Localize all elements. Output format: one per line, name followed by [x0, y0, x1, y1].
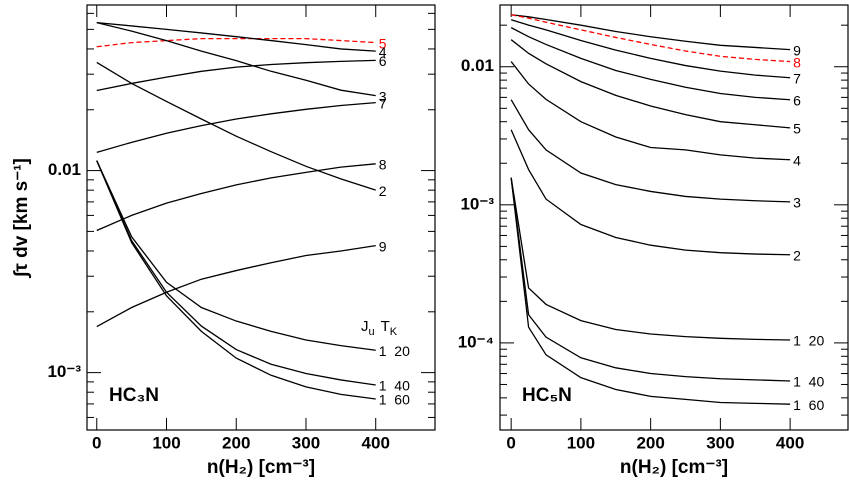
series-label: 1 60: [793, 397, 824, 413]
y-tick-label: 10⁻⁴: [458, 332, 494, 351]
series-line: [510, 177, 791, 382]
series-label: 4: [793, 152, 801, 168]
series-label: 1 40: [793, 374, 824, 390]
series-label: 8: [793, 54, 801, 70]
series-label: 2: [793, 247, 801, 263]
series-label: 9: [379, 238, 387, 254]
series-label: 1 20: [379, 343, 410, 359]
series-line: [510, 99, 791, 203]
legend-header: Ju TK: [361, 318, 398, 338]
series-label: 6: [793, 92, 801, 108]
series-line: [510, 177, 791, 341]
series-label: 5: [379, 35, 387, 51]
series-line: [96, 160, 376, 386]
plot-frame: [86, 4, 436, 431]
series-line: [96, 160, 376, 351]
series-label: 1 60: [379, 392, 410, 408]
series-line: [96, 61, 376, 191]
series-label: 5: [793, 121, 801, 137]
x-tick-label: 0: [92, 433, 101, 452]
series-line: [96, 21, 376, 97]
y-tick-label: 0.01: [48, 160, 81, 179]
series-line: [510, 19, 791, 79]
series-line: [96, 245, 376, 328]
series-label: 3: [793, 195, 801, 211]
x-tick-label: 300: [292, 433, 320, 452]
x-tick-label: 400: [776, 433, 804, 452]
legend-header-k: K: [390, 326, 398, 338]
series-label: 1 20: [793, 333, 824, 349]
x-axis-label: n(H₂) [cm⁻³]: [207, 457, 315, 478]
series-line: [96, 163, 376, 232]
series-line: [511, 14, 791, 51]
series-label: 2: [379, 183, 387, 199]
y-tick-label: 0.01: [461, 56, 494, 75]
series-line: [510, 27, 791, 101]
series-label: 8: [379, 157, 387, 173]
x-tick-label: 200: [636, 433, 664, 452]
x-tick-label: 100: [567, 433, 595, 452]
series-label: 4: [379, 44, 387, 60]
y-tick-label: 10⁻³: [47, 362, 81, 381]
series-label: 3: [379, 88, 387, 104]
legend-header-t: T: [381, 318, 390, 335]
series-label: 6: [379, 53, 387, 69]
series-label: 9: [793, 42, 801, 58]
series-line: [96, 37, 376, 48]
series-label: 7: [379, 95, 387, 111]
series-line: [510, 129, 791, 256]
x-tick-label: 300: [706, 433, 734, 452]
x-tick-label: 400: [362, 433, 390, 452]
y-axis-label: ∫τ dv [km s⁻¹]: [11, 158, 32, 279]
legend-header-j: J: [361, 318, 369, 335]
plot-frame: [499, 4, 849, 431]
series-line: [96, 21, 376, 52]
series-line: [510, 177, 791, 405]
series-label: 7: [793, 70, 801, 86]
x-axis-label: n(H₂) [cm⁻³]: [620, 457, 728, 478]
series-line: [96, 59, 376, 92]
panel-title: HC₅N: [522, 385, 572, 406]
series-line: [96, 101, 376, 154]
series-line: [511, 14, 791, 63]
x-tick-label: 0: [506, 433, 515, 452]
x-tick-label: 200: [222, 433, 250, 452]
legend-header-u: u: [369, 326, 375, 338]
series-line: [510, 39, 791, 129]
x-tick-label: 100: [152, 433, 180, 452]
y-tick-label: 10⁻³: [460, 194, 494, 213]
panel-title: HC₃N: [109, 385, 159, 406]
series-label: 1 40: [379, 378, 410, 394]
series-line: [96, 160, 376, 400]
series-line: [510, 61, 791, 161]
